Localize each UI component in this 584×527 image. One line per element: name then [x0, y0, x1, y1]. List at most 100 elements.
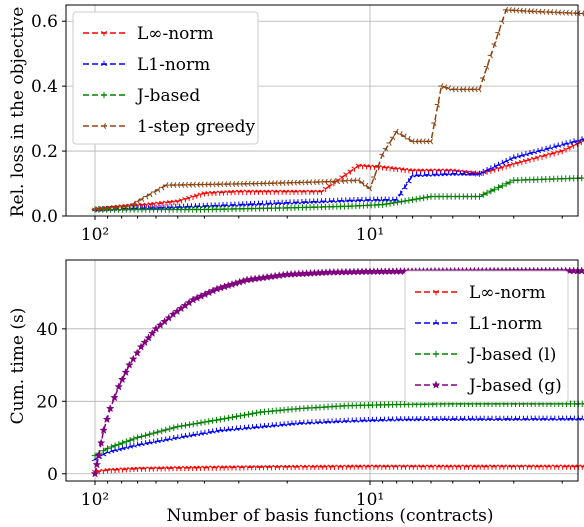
- data-point: [210, 181, 216, 188]
- legend-marker: [100, 60, 108, 67]
- data-point: [510, 7, 516, 14]
- data-point: [409, 196, 416, 203]
- data-point: [310, 179, 316, 186]
- data-point: [506, 7, 512, 14]
- y-tick-label: 0.4: [31, 77, 58, 97]
- data-point: [499, 182, 506, 189]
- data-point: [338, 177, 345, 185]
- data-point: [528, 8, 534, 15]
- legend-marker: [431, 380, 441, 389]
- data-point: [495, 161, 502, 167]
- legend-label: J-based (l): [467, 345, 556, 365]
- data-point: [563, 9, 569, 16]
- y-tick-label: 0: [47, 465, 58, 485]
- legend-item: L∞-norm: [83, 24, 214, 44]
- data-point: [375, 162, 381, 169]
- data-point: [571, 10, 577, 17]
- data-point: [261, 180, 267, 187]
- data-point: [431, 119, 437, 126]
- data-point: [217, 416, 224, 423]
- data-point: [134, 434, 141, 441]
- data-point: [343, 177, 349, 184]
- legend-label: 1-step greedy: [137, 117, 255, 137]
- data-point: [100, 447, 107, 455]
- data-point: [551, 143, 558, 149]
- data-point: [186, 181, 192, 188]
- data-point: [579, 415, 584, 421]
- data-point: [522, 151, 529, 157]
- data-point: [532, 8, 538, 15]
- legend-box: [404, 270, 569, 403]
- x-tick-label: 10¹: [356, 225, 384, 245]
- data-point: [480, 75, 486, 82]
- data-point: [205, 418, 212, 425]
- legend-marker: [432, 350, 440, 358]
- legend-item: L1-norm: [415, 314, 542, 334]
- data-point: [233, 180, 240, 187]
- data-point: [105, 404, 115, 413]
- data-point: [125, 360, 134, 369]
- data-point: [229, 180, 236, 188]
- data-point: [190, 420, 197, 428]
- data-point: [245, 180, 251, 187]
- data-point: [144, 333, 153, 342]
- data-point: [99, 425, 108, 434]
- data-point: [122, 203, 128, 210]
- data-point: [518, 152, 525, 158]
- data-point: [322, 186, 329, 192]
- series-L1: [91, 415, 584, 462]
- data-point: [483, 189, 491, 197]
- data-point: [136, 342, 146, 351]
- data-point: [543, 145, 550, 151]
- legend-label: J-based: [135, 86, 200, 106]
- data-point: [499, 18, 505, 25]
- data-point: [405, 178, 412, 184]
- data-point: [295, 179, 301, 186]
- data-point: [284, 179, 290, 186]
- data-point: [102, 414, 112, 424]
- data-point: [409, 138, 415, 145]
- data-point: [413, 195, 420, 203]
- bottom-plot-frame: [65, 259, 579, 482]
- data-point: [517, 7, 523, 14]
- data-point: [401, 184, 408, 190]
- data-point: [166, 425, 173, 433]
- bottom-y-ticks: 0 20 40: [36, 320, 66, 485]
- data-point: [291, 179, 297, 186]
- data-point: [393, 196, 400, 202]
- data-point: [276, 180, 282, 187]
- data-point: [491, 40, 497, 47]
- data-point: [499, 159, 506, 166]
- data-point: [555, 9, 562, 16]
- data-point: [398, 198, 405, 205]
- legend-label: L∞-norm: [137, 24, 214, 44]
- data-point: [121, 367, 131, 376]
- data-point: [434, 101, 440, 108]
- data-point: [370, 174, 377, 181]
- data-point: [110, 393, 119, 402]
- series-line: [94, 465, 584, 473]
- data-point: [241, 180, 247, 187]
- data-point: [132, 348, 142, 357]
- top-series-layer: [91, 6, 584, 213]
- data-point: [314, 178, 320, 186]
- data-point: [214, 181, 220, 188]
- data-point: [171, 182, 177, 189]
- data-point: [194, 181, 200, 188]
- data-point: [330, 178, 336, 185]
- data-point: [427, 138, 434, 145]
- data-point: [110, 204, 117, 211]
- y-tick-label: 0.0: [31, 207, 58, 227]
- data-point: [334, 178, 341, 185]
- data-point: [90, 469, 100, 478]
- data-point: [543, 153, 550, 159]
- data-point: [189, 194, 197, 200]
- data-point: [544, 8, 550, 15]
- data-point: [241, 411, 248, 419]
- data-point: [268, 180, 275, 187]
- data-point: [95, 206, 101, 213]
- data-point: [397, 190, 404, 196]
- data-point: [107, 205, 113, 212]
- data-point: [457, 86, 463, 93]
- bottom-y-axis-label: Cum. time (s): [8, 308, 28, 425]
